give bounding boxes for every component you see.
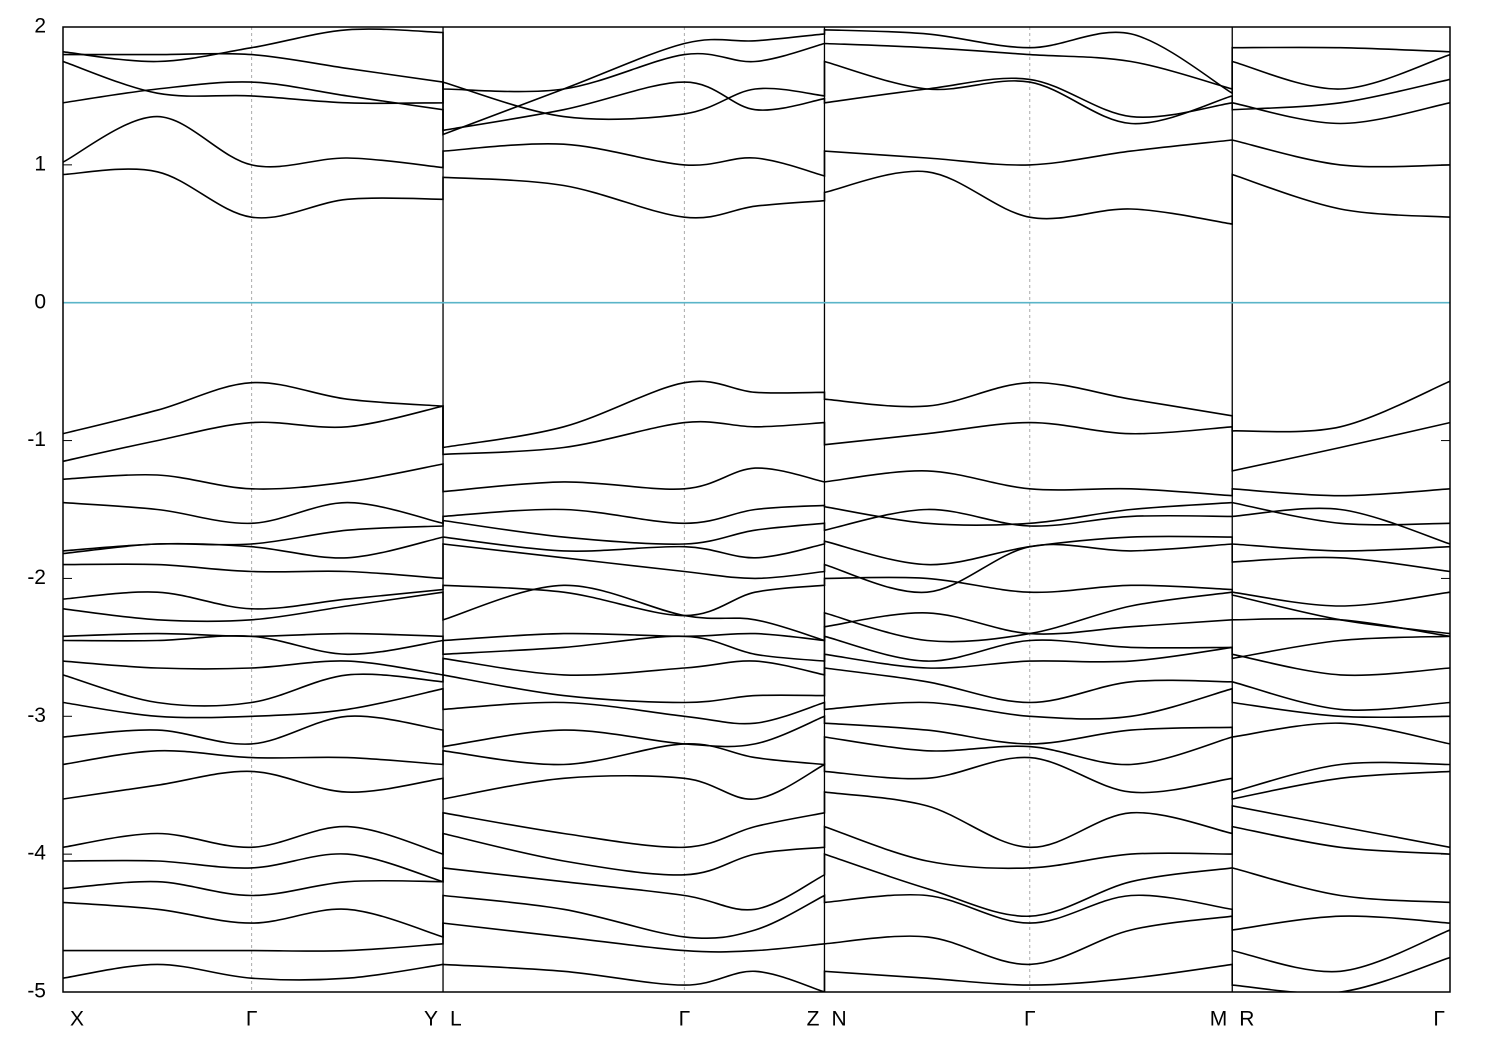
band-line	[63, 77, 1450, 132]
band-line	[63, 507, 1450, 552]
band-line	[63, 791, 1450, 856]
bands	[63, 28, 1450, 992]
band-line	[63, 715, 1450, 748]
band-line	[63, 380, 1450, 449]
band-line	[63, 612, 1450, 642]
y-tick-label: 0	[34, 290, 46, 313]
x-tick-label: L	[450, 1008, 462, 1031]
band-line	[63, 584, 1450, 643]
band-line	[63, 543, 1450, 594]
y-tick-label: -1	[27, 428, 46, 451]
band-line	[63, 576, 1450, 617]
band-line	[63, 646, 1450, 677]
x-tick-label: N	[831, 1008, 846, 1031]
x-tick-label: Γ	[679, 1008, 691, 1031]
labels: -5 -4 -3 -2 -1 0 1 2 X Γ Y L Γ Z N Γ M R Γ	[27, 15, 1445, 1031]
band-line	[63, 115, 1450, 177]
band-line	[63, 405, 1450, 472]
x-tick-label: R	[1239, 1008, 1254, 1031]
band-line	[63, 956, 1450, 992]
x-tick-label: X	[70, 1008, 84, 1031]
x-tick-label: Γ	[1433, 1008, 1445, 1031]
band-line	[63, 667, 1450, 711]
band-line	[63, 893, 1450, 939]
band-line	[63, 463, 1450, 497]
y-tick-label: -5	[27, 980, 46, 1003]
band-line	[63, 501, 1450, 526]
x-tick-label: Y	[424, 1008, 438, 1031]
x-tick-label: Z	[807, 1008, 820, 1031]
band-line	[63, 915, 1450, 973]
band-line	[63, 687, 1450, 725]
x-tick-label: Γ	[246, 1008, 258, 1031]
plot-frame	[62, 26, 1451, 993]
x-tick-label: Γ	[1024, 1008, 1036, 1031]
band-line	[63, 60, 1450, 125]
band-line	[63, 756, 1450, 800]
band-line	[63, 852, 1450, 918]
band-line	[63, 28, 1450, 136]
y-tick-label: 1	[34, 152, 46, 175]
band-line	[63, 634, 1450, 662]
y-tick-label: -2	[27, 566, 46, 589]
band-line	[63, 535, 1450, 566]
band-line	[63, 168, 1450, 226]
x-tick-label: M	[1210, 1008, 1228, 1031]
y-tick-label: -3	[27, 704, 46, 727]
y-tick-label: -4	[27, 842, 46, 865]
band-line	[63, 735, 1450, 794]
y-tick-label: 2	[34, 15, 46, 38]
band-line	[63, 825, 1450, 883]
